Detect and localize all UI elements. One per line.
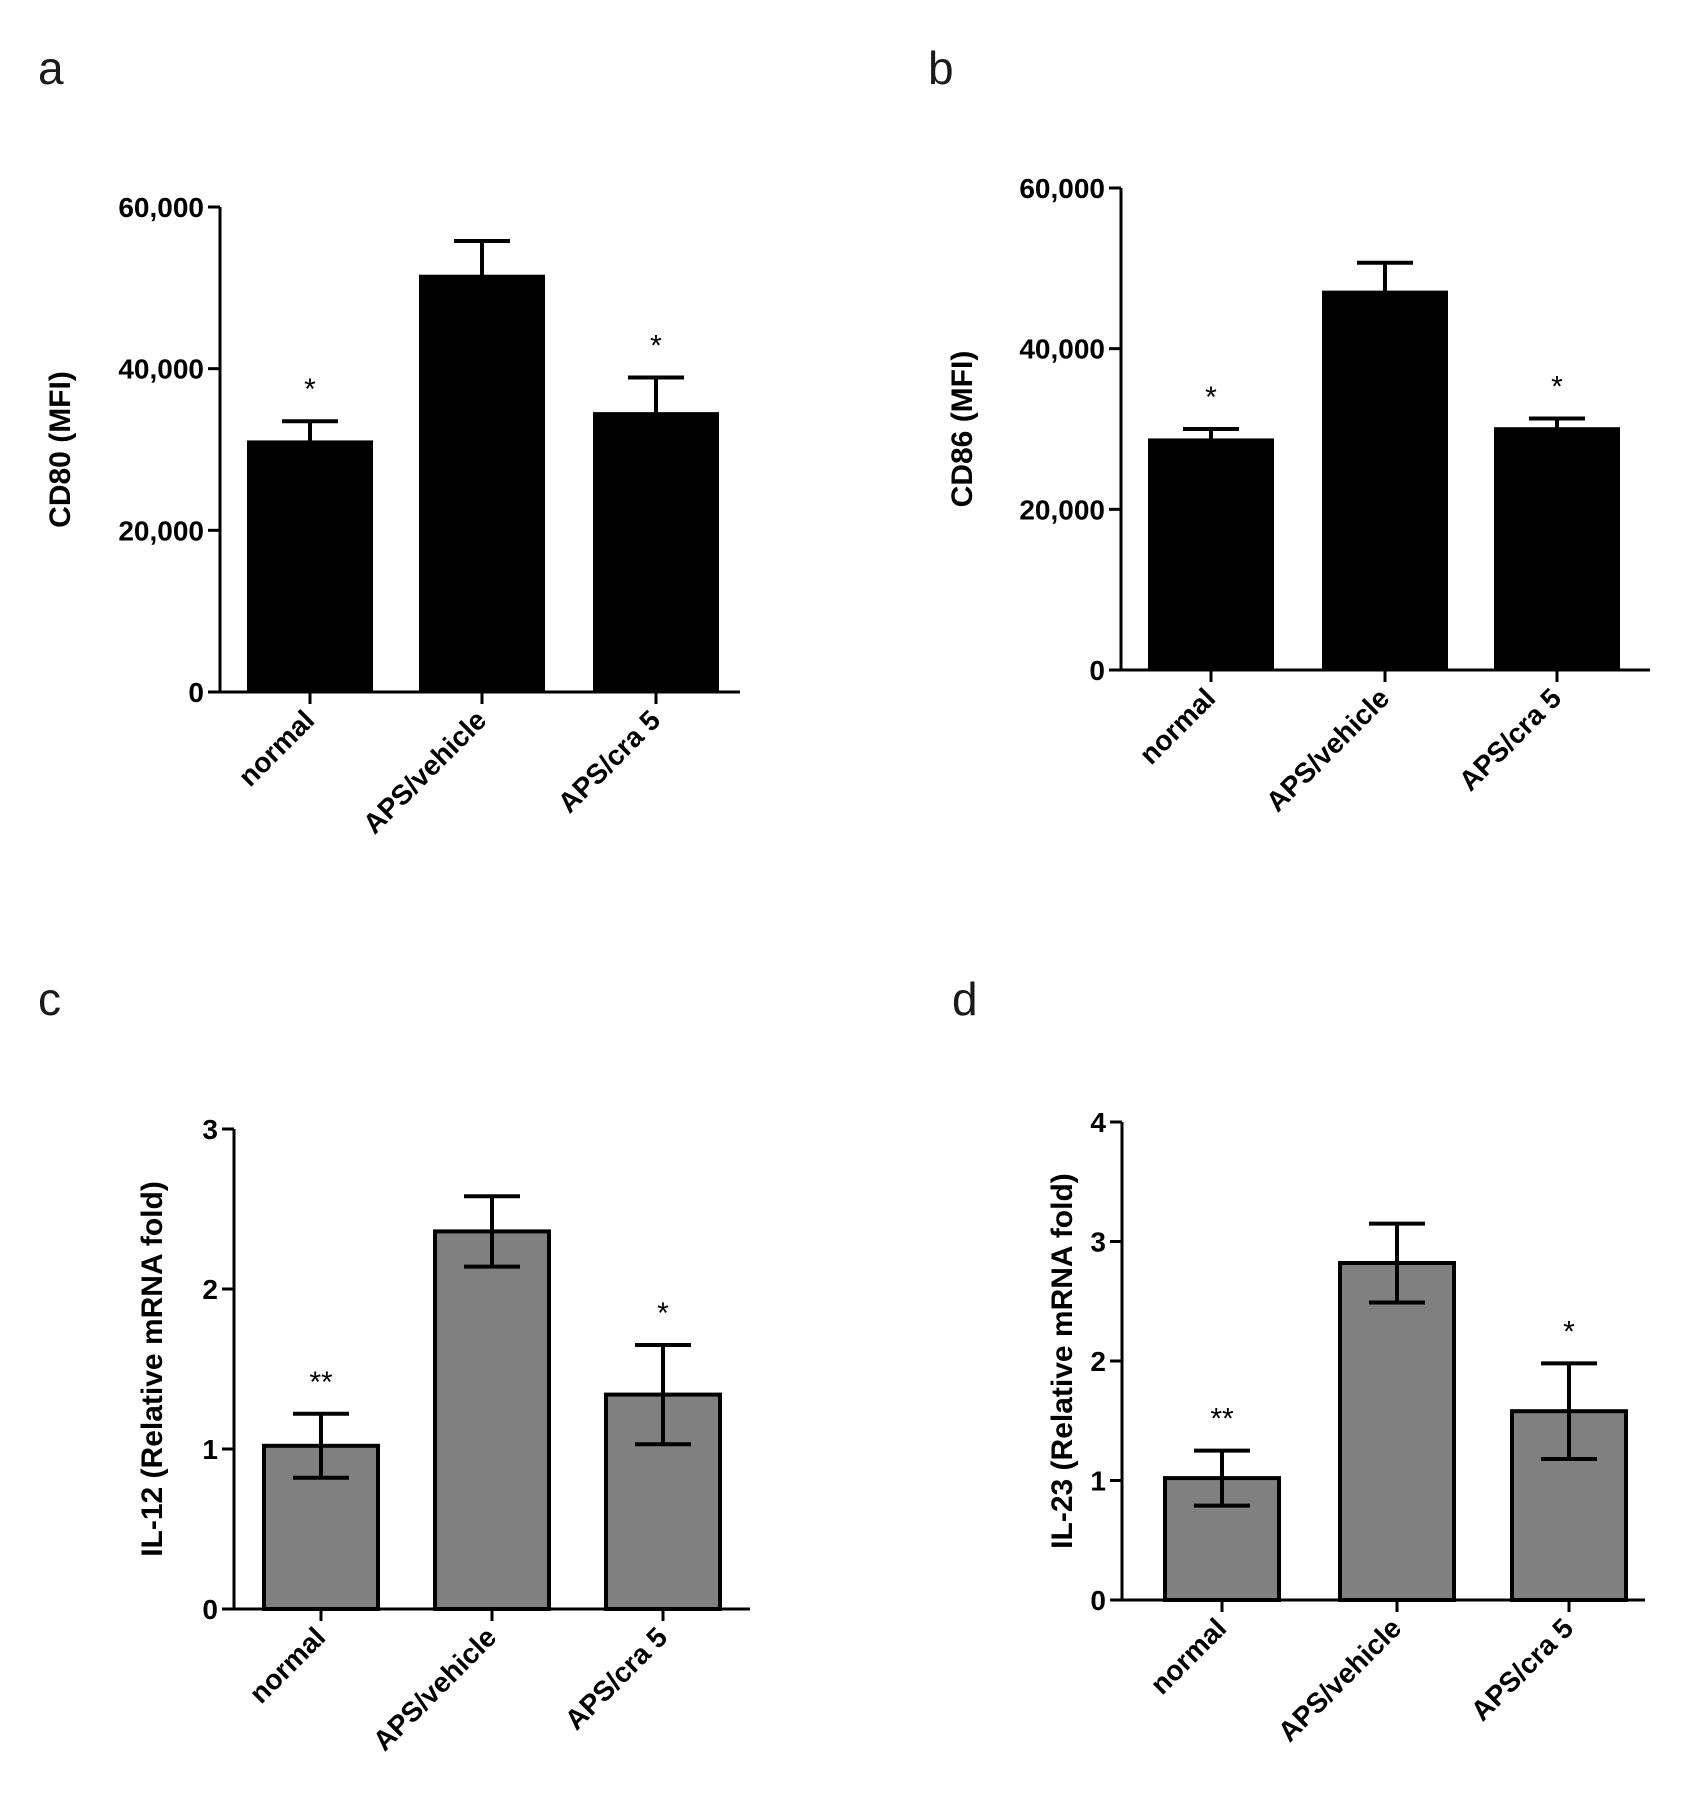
y-tick-label: 20,000 bbox=[118, 515, 204, 546]
x-category-label: APS/cra 5 bbox=[1453, 682, 1567, 796]
x-category-label: normal bbox=[243, 1621, 331, 1709]
y-tick-label: 4 bbox=[1090, 1107, 1106, 1138]
y-tick-label: 3 bbox=[1090, 1227, 1106, 1258]
y-tick-label: 40,000 bbox=[1019, 334, 1105, 365]
panel-letter: a bbox=[38, 42, 64, 94]
x-category-label: APS/cra 5 bbox=[552, 704, 666, 818]
y-axis-label: CD80 (MFI) bbox=[44, 371, 77, 528]
y-tick-label: 0 bbox=[188, 677, 204, 708]
bar-2 bbox=[1322, 290, 1448, 671]
significance-marker: ** bbox=[309, 1366, 333, 1399]
y-tick-label: 2 bbox=[202, 1274, 218, 1305]
panel-letter: d bbox=[952, 973, 978, 1025]
bar-2 bbox=[433, 1229, 551, 1612]
significance-marker: * bbox=[657, 1297, 669, 1330]
y-tick-label: 1 bbox=[202, 1434, 218, 1465]
significance-marker: * bbox=[650, 330, 662, 363]
bar-2 bbox=[1338, 1261, 1456, 1602]
x-category-label: normal bbox=[1144, 1612, 1232, 1700]
chart-panel-c: c 0 1 2 3 IL-12 (Relative mRNA fold) ** normal A… bbox=[38, 973, 750, 1757]
bar-1 bbox=[1148, 438, 1274, 671]
y-tick-label: 20,000 bbox=[1019, 494, 1105, 525]
significance-marker: ** bbox=[1210, 1403, 1234, 1436]
y-tick-label: 3 bbox=[202, 1114, 218, 1145]
bar-3 bbox=[1494, 427, 1620, 671]
chart-panel-a: a 0 20,000 40,000 60,000 CD80 (MFI) * normal APS… bbox=[38, 42, 740, 840]
y-tick-label: 40,000 bbox=[118, 354, 204, 385]
significance-marker: * bbox=[304, 373, 316, 406]
x-category-label: APS/vehicle bbox=[1260, 682, 1395, 817]
y-axis-label: IL-23 (Relative mRNA fold) bbox=[1046, 1173, 1079, 1549]
y-tick-label: 1 bbox=[1090, 1466, 1106, 1497]
panel-letter: b bbox=[928, 42, 954, 94]
y-tick-label: 60,000 bbox=[118, 192, 204, 223]
y-tick-label: 60,000 bbox=[1019, 173, 1105, 204]
x-category-label: APS/vehicle bbox=[357, 704, 492, 839]
panel-letter: c bbox=[38, 973, 61, 1025]
x-category-label: APS/cra 5 bbox=[559, 1621, 673, 1735]
chart-panel-b: b 0 20,000 40,000 60,000 CD86 (MFI) * normal APS… bbox=[928, 42, 1650, 818]
x-category-label: APS/vehicle bbox=[1272, 1612, 1407, 1747]
y-tick-label: 0 bbox=[202, 1594, 218, 1625]
bar-3 bbox=[593, 412, 719, 693]
x-category-label: normal bbox=[1133, 682, 1221, 770]
bar-1 bbox=[247, 440, 373, 693]
x-category-label: normal bbox=[232, 704, 320, 792]
significance-marker: * bbox=[1205, 381, 1217, 414]
x-category-label: APS/cra 5 bbox=[1465, 1612, 1579, 1726]
y-tick-label: 0 bbox=[1090, 1585, 1106, 1616]
y-axis-label: IL-12 (Relative mRNA fold) bbox=[136, 1181, 169, 1557]
x-category-label: APS/vehicle bbox=[367, 1621, 502, 1756]
significance-marker: * bbox=[1563, 1315, 1575, 1348]
y-axis-label: CD86 (MFI) bbox=[946, 351, 979, 508]
y-tick-label: 0 bbox=[1089, 655, 1105, 686]
significance-marker: * bbox=[1551, 371, 1563, 404]
y-tick-label: 2 bbox=[1090, 1346, 1106, 1377]
chart-panel-d: d 0 1 2 3 4 IL-23 (Relative mRNA fold) ** normal… bbox=[952, 973, 1645, 1748]
bar-2 bbox=[419, 274, 545, 693]
